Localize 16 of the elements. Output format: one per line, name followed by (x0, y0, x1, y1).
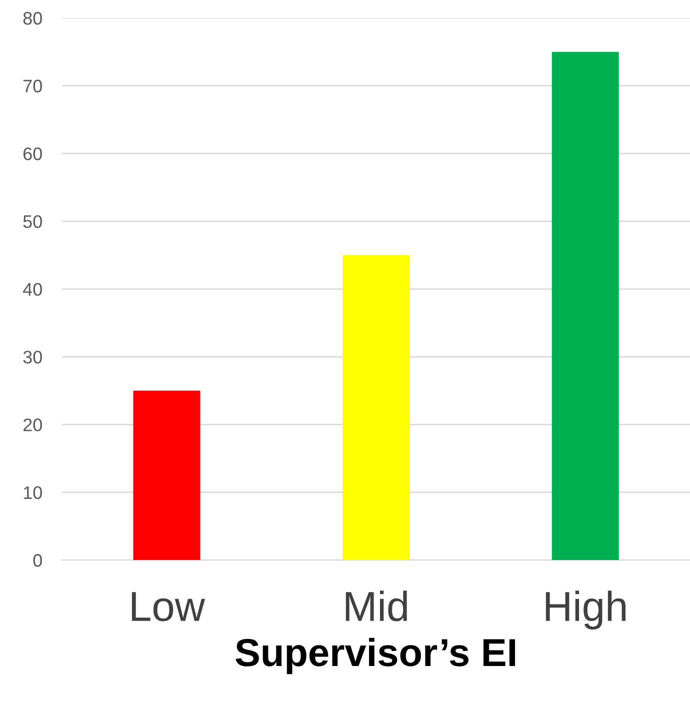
y-tick-label: 40 (22, 282, 42, 296)
y-tick-label: 30 (23, 350, 42, 364)
bar (552, 52, 619, 560)
y-tick-label: 50 (23, 215, 42, 228)
x-tick-label: Mid (346, 590, 407, 622)
y-tick-label: 20 (23, 418, 42, 432)
y-tick-label: 70 (24, 80, 42, 92)
y-tick-label: 80 (23, 12, 42, 25)
y-tick-label: 0 (33, 554, 42, 567)
x-axis-title: Supervisor’s EI (236, 638, 516, 674)
bar (342, 255, 410, 560)
y-tick-label: 60 (23, 147, 42, 160)
x-tick-label: Low (132, 592, 206, 622)
y-tick-label: 10 (24, 486, 42, 500)
bar (133, 390, 200, 560)
x-tick-label: High (546, 590, 626, 630)
